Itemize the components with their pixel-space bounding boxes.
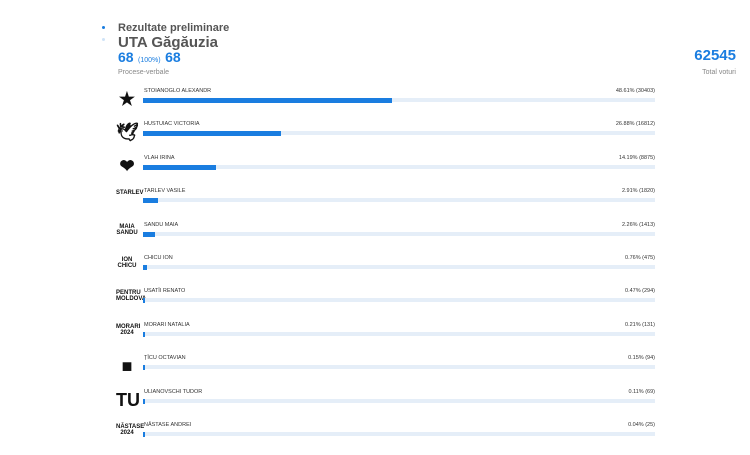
report-count: 68 (100%) 68 (118, 49, 181, 67)
candidate-logo: ION CHICU (117, 257, 137, 269)
bar-track (143, 331, 655, 337)
candidate-result: 2.91% (1820) (621, 188, 655, 195)
bar-track (143, 298, 655, 304)
candidate-result: 0.21% (131) (625, 321, 655, 328)
candidate-name: TARLEV VASILE (144, 188, 186, 195)
candidate-name: NĂSTASE ANDREI (144, 422, 192, 428)
bar-track (143, 164, 655, 170)
bar-track (143, 398, 655, 404)
result-bar (143, 231, 155, 237)
candidate-logo: ★ (118, 89, 136, 109)
candidate-result: 0.76% (475) (625, 255, 655, 261)
result-bar (143, 98, 392, 103)
candidate-result: 14.19% (8875) (618, 154, 655, 161)
candidate-logo: MAIA SANDU (116, 223, 138, 236)
candidate-logo: NĂSTASE 2024 (116, 424, 145, 436)
candidate-name: ȚÎCU OCTAVIAN (144, 355, 186, 362)
candidate-logo: STARLEV (116, 190, 144, 197)
result-bar (143, 365, 145, 371)
result-bar (143, 298, 146, 304)
candidate-logo: TU (116, 389, 140, 410)
region: UTA Găgăuzia (118, 34, 219, 51)
bullet (102, 26, 105, 29)
candidate-result: 0.15% (94) (628, 355, 655, 362)
result-bar (143, 265, 147, 270)
bar-track (143, 198, 655, 204)
candidate-logo: MORARI 2024 (116, 323, 141, 336)
reports-label: Procese-verbale (118, 69, 169, 76)
counted-percent: (100%) (138, 57, 161, 64)
candidate-result: 26.88% (16812) (615, 121, 655, 128)
bar-track (143, 265, 655, 270)
total-reports: 68 (165, 49, 181, 65)
result-bar (143, 198, 158, 204)
candidate-logo: 🕊 (116, 122, 139, 143)
candidate-result: 0.11% (69) (628, 388, 656, 395)
result-bar (143, 432, 145, 437)
result-bar (143, 164, 216, 170)
candidate-name: USATÎI RENATO (144, 288, 186, 295)
candidate-logo: ❤ (119, 155, 135, 176)
bar-track (143, 98, 655, 103)
candidate-name: STOIANOGLO ALEXANDR (144, 88, 212, 94)
bar-track (143, 365, 655, 371)
bar-track (143, 131, 655, 137)
bar-track (143, 432, 655, 437)
result-bar (143, 398, 145, 404)
candidate-name: VLAH IRINA (144, 154, 175, 161)
candidate-name: SANDU MAIA (144, 221, 179, 228)
bullet (102, 38, 105, 41)
counted: 68 (118, 49, 134, 65)
candidate-result: 0.04% (25) (628, 422, 655, 428)
candidate-name: MORARI NATALIA (144, 321, 190, 328)
bar-track (143, 231, 655, 237)
candidate-result: 0.47% (294) (625, 288, 655, 295)
total-votes: 62545 (694, 47, 736, 64)
candidate-result: 2.26% (1413) (621, 221, 655, 228)
candidate-logo: ■ (121, 356, 133, 377)
total-votes-label: Total voturi (702, 69, 736, 76)
candidate-name: CHICU ION (144, 255, 173, 261)
result-bar (143, 331, 145, 337)
candidate-logo: PENTRU MOLDOVA (116, 290, 147, 303)
title: Rezultate preliminare (118, 22, 230, 34)
result-bar (143, 131, 281, 137)
candidate-name: HUSTUIAC VICTORIA (144, 121, 200, 128)
candidate-name: ULIANOVSCHI TUDOR (144, 388, 203, 395)
candidate-result: 48.61% (30403) (615, 88, 655, 94)
